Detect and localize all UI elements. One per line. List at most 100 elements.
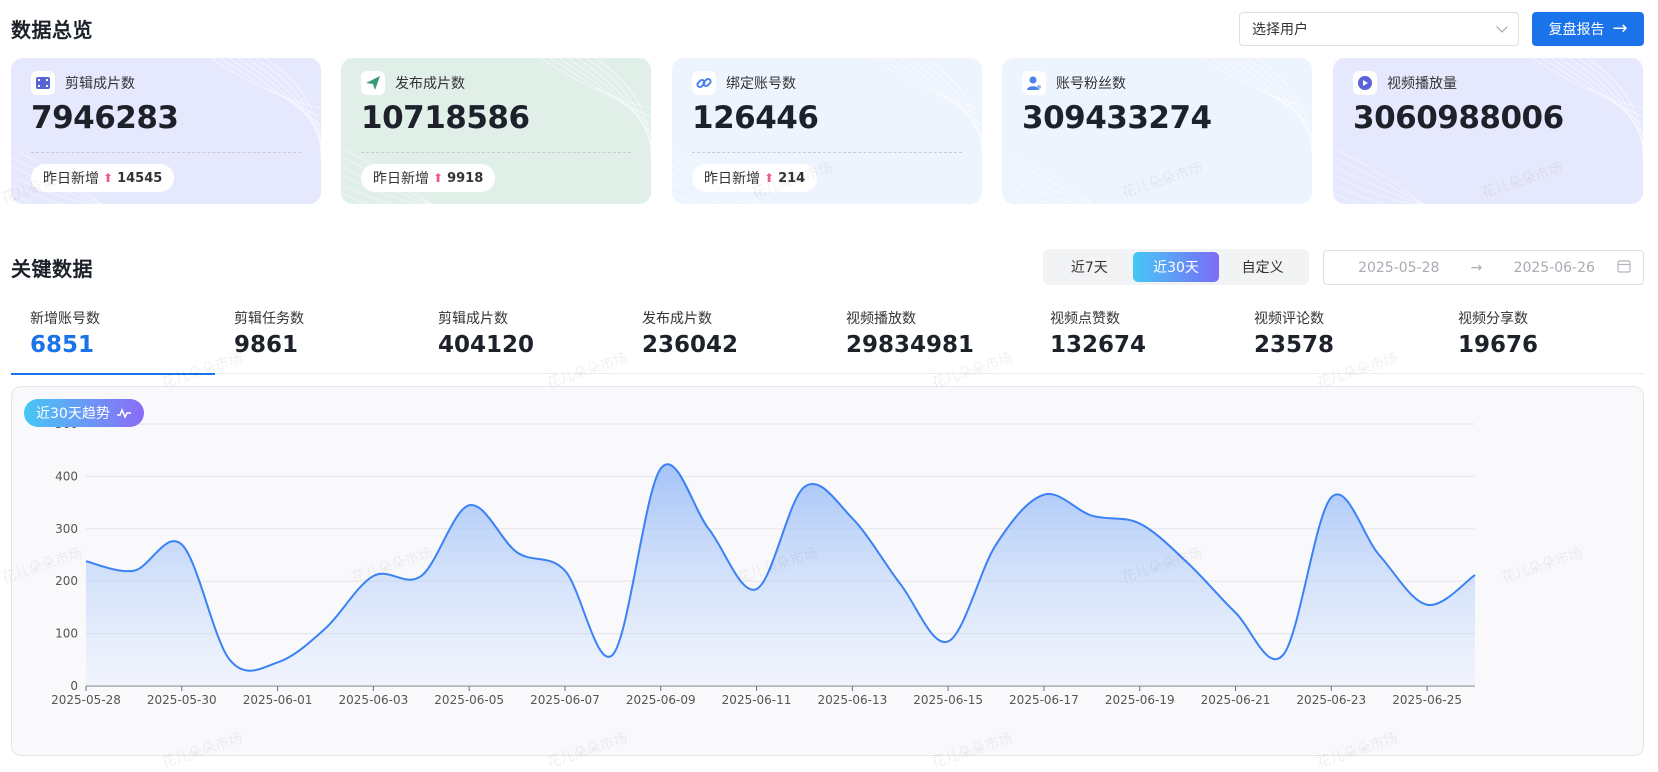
trend-badge: 近30天趋势 — [24, 399, 144, 427]
metric-label: 视频播放数 — [846, 311, 916, 327]
card-value: 309433274 — [1022, 100, 1212, 136]
card-value: 7946283 — [31, 100, 179, 136]
user-icon — [1022, 71, 1046, 95]
x-tick-label: 2025-06-09 — [626, 693, 696, 707]
date-range-picker[interactable]: 2025-05-28 → 2025-06-26 — [1323, 250, 1644, 285]
series-line — [85, 463, 1476, 672]
metric-value: 6851 — [30, 332, 95, 358]
series-area — [86, 464, 1475, 686]
metric-label: 视频评论数 — [1254, 311, 1324, 327]
yesterday-value: 14545 — [117, 170, 163, 186]
pulse-icon — [116, 408, 131, 419]
metric-tab-published-videos[interactable]: 发布成片数 236042 — [623, 300, 827, 374]
chevron-down-icon — [1496, 21, 1508, 33]
send-icon — [361, 71, 385, 95]
x-tick-label: 2025-06-03 — [339, 693, 409, 707]
yesterday-badge: 昨日新增 ⬆ 9918 — [361, 164, 496, 192]
x-tick-label: 2025-06-23 — [1296, 693, 1366, 707]
card-edited-videos: 剪辑成片数 7946283 昨日新增 ⬆ 14545 — [11, 58, 321, 204]
metric-tab-video-plays[interactable]: 视频播放数 29834981 — [827, 300, 1031, 374]
metric-tab-video-shares[interactable]: 视频分享数 19676 — [1439, 300, 1643, 374]
metric-label: 新增账号数 — [30, 311, 100, 327]
x-tick-label: 2025-06-13 — [817, 693, 887, 707]
tab-last-30-days[interactable]: 近30天 — [1132, 252, 1220, 282]
y-tick-label: 0 — [70, 679, 78, 693]
metric-label: 剪辑任务数 — [234, 311, 304, 327]
x-tick-label: 2025-06-07 — [530, 693, 600, 707]
card-published-videos: 发布成片数 10718586 昨日新增 ⬆ 9918 — [341, 58, 651, 204]
date-end[interactable]: 2025-06-26 — [1513, 259, 1595, 276]
yesterday-badge: 昨日新增 ⬆ 14545 — [31, 164, 175, 192]
x-tick-label: 2025-05-28 — [51, 693, 121, 707]
card-label: 发布成片数 — [395, 76, 465, 92]
y-tick-label: 200 — [55, 574, 78, 588]
x-tick-label: 2025-06-17 — [1009, 693, 1079, 707]
metric-tab-new-accounts[interactable]: 新增账号数 6851 — [11, 300, 215, 375]
metric-value: 23578 — [1254, 332, 1335, 358]
arrow-up-icon: ⬆ — [103, 171, 114, 185]
metric-value: 19676 — [1458, 332, 1539, 358]
trend-badge-label: 近30天趋势 — [36, 406, 110, 422]
range-tabs: 近7天 近30天 自定义 — [1043, 249, 1309, 285]
y-tick-label: 100 — [55, 627, 78, 641]
y-tick-label: 300 — [55, 522, 78, 536]
yesterday-label: 昨日新增 — [704, 171, 760, 187]
x-tick-label: 2025-06-19 — [1105, 693, 1175, 707]
x-tick-label: 2025-06-05 — [434, 693, 504, 707]
card-account-fans: 账号粉丝数 309433274 — [1002, 58, 1312, 204]
card-label: 绑定账号数 — [726, 76, 796, 92]
arrow-up-icon: ⬆ — [764, 171, 775, 185]
x-tick-label: 2025-06-01 — [243, 693, 313, 707]
metric-tab-video-likes[interactable]: 视频点赞数 132674 — [1031, 300, 1235, 374]
key-data-title: 关键数据 — [11, 257, 93, 281]
arrow-right-icon: → — [1470, 259, 1483, 276]
metric-label: 视频点赞数 — [1050, 311, 1120, 327]
yesterday-value: 9918 — [447, 170, 484, 186]
yesterday-value: 214 — [778, 170, 806, 186]
card-label: 剪辑成片数 — [65, 76, 135, 92]
tab-last-7-days[interactable]: 近7天 — [1070, 260, 1108, 276]
card-label: 账号粉丝数 — [1056, 76, 1126, 92]
metric-value: 29834981 — [846, 332, 975, 358]
x-tick-label: 2025-06-15 — [913, 693, 983, 707]
x-tick-label: 2025-06-25 — [1392, 693, 1462, 707]
film-icon — [31, 71, 55, 95]
yesterday-badge: 昨日新增 ⬆ 214 — [692, 164, 818, 192]
metric-label: 视频分享数 — [1458, 311, 1528, 327]
tab-custom[interactable]: 自定义 — [1241, 260, 1284, 276]
metric-tabs: 新增账号数 6851 剪辑任务数 9861 剪辑成片数 404120 发布成片数… — [11, 300, 1644, 375]
trend-chart-panel: 01002003004005002025-05-282025-05-302025… — [11, 386, 1644, 756]
metric-tab-video-comments[interactable]: 视频评论数 23578 — [1235, 300, 1439, 374]
card-value: 10718586 — [361, 100, 530, 136]
report-button[interactable]: 复盘报告 → — [1532, 12, 1644, 46]
yesterday-label: 昨日新增 — [43, 171, 99, 187]
card-bound-accounts: 绑定账号数 126446 昨日新增 ⬆ 214 — [672, 58, 982, 204]
calendar-icon — [1617, 259, 1631, 277]
metric-value: 404120 — [438, 332, 535, 358]
user-select-placeholder: 选择用户 — [1252, 22, 1308, 38]
trend-chart: 01002003004005002025-05-282025-05-302025… — [51, 417, 1476, 707]
metric-tab-edit-tasks[interactable]: 剪辑任务数 9861 — [215, 300, 419, 374]
overview-title: 数据总览 — [11, 18, 93, 42]
report-button-label: 复盘报告 — [1548, 22, 1605, 38]
card-video-plays: 视频播放量 3060988006 — [1333, 58, 1643, 204]
metric-value: 9861 — [234, 332, 299, 358]
arrow-right-icon: → — [1612, 18, 1628, 39]
link-icon — [692, 71, 716, 95]
play-icon — [1353, 71, 1377, 95]
date-start[interactable]: 2025-05-28 — [1358, 259, 1440, 276]
x-tick-label: 2025-06-11 — [722, 693, 792, 707]
metric-tab-edited-videos[interactable]: 剪辑成片数 404120 — [419, 300, 623, 374]
card-label: 视频播放量 — [1387, 76, 1457, 92]
metric-label: 发布成片数 — [642, 311, 712, 327]
card-value: 126446 — [692, 100, 819, 136]
x-tick-label: 2025-05-30 — [147, 693, 217, 707]
metric-label: 剪辑成片数 — [438, 311, 508, 327]
user-select[interactable]: 选择用户 — [1239, 12, 1519, 46]
yesterday-label: 昨日新增 — [373, 171, 429, 187]
overview-cards: 剪辑成片数 7946283 昨日新增 ⬆ 14545 发布成片数 1071858… — [11, 58, 1644, 206]
metric-value: 132674 — [1050, 332, 1147, 358]
x-tick-label: 2025-06-21 — [1201, 693, 1271, 707]
card-value: 3060988006 — [1353, 100, 1564, 136]
y-tick-label: 400 — [55, 469, 78, 483]
